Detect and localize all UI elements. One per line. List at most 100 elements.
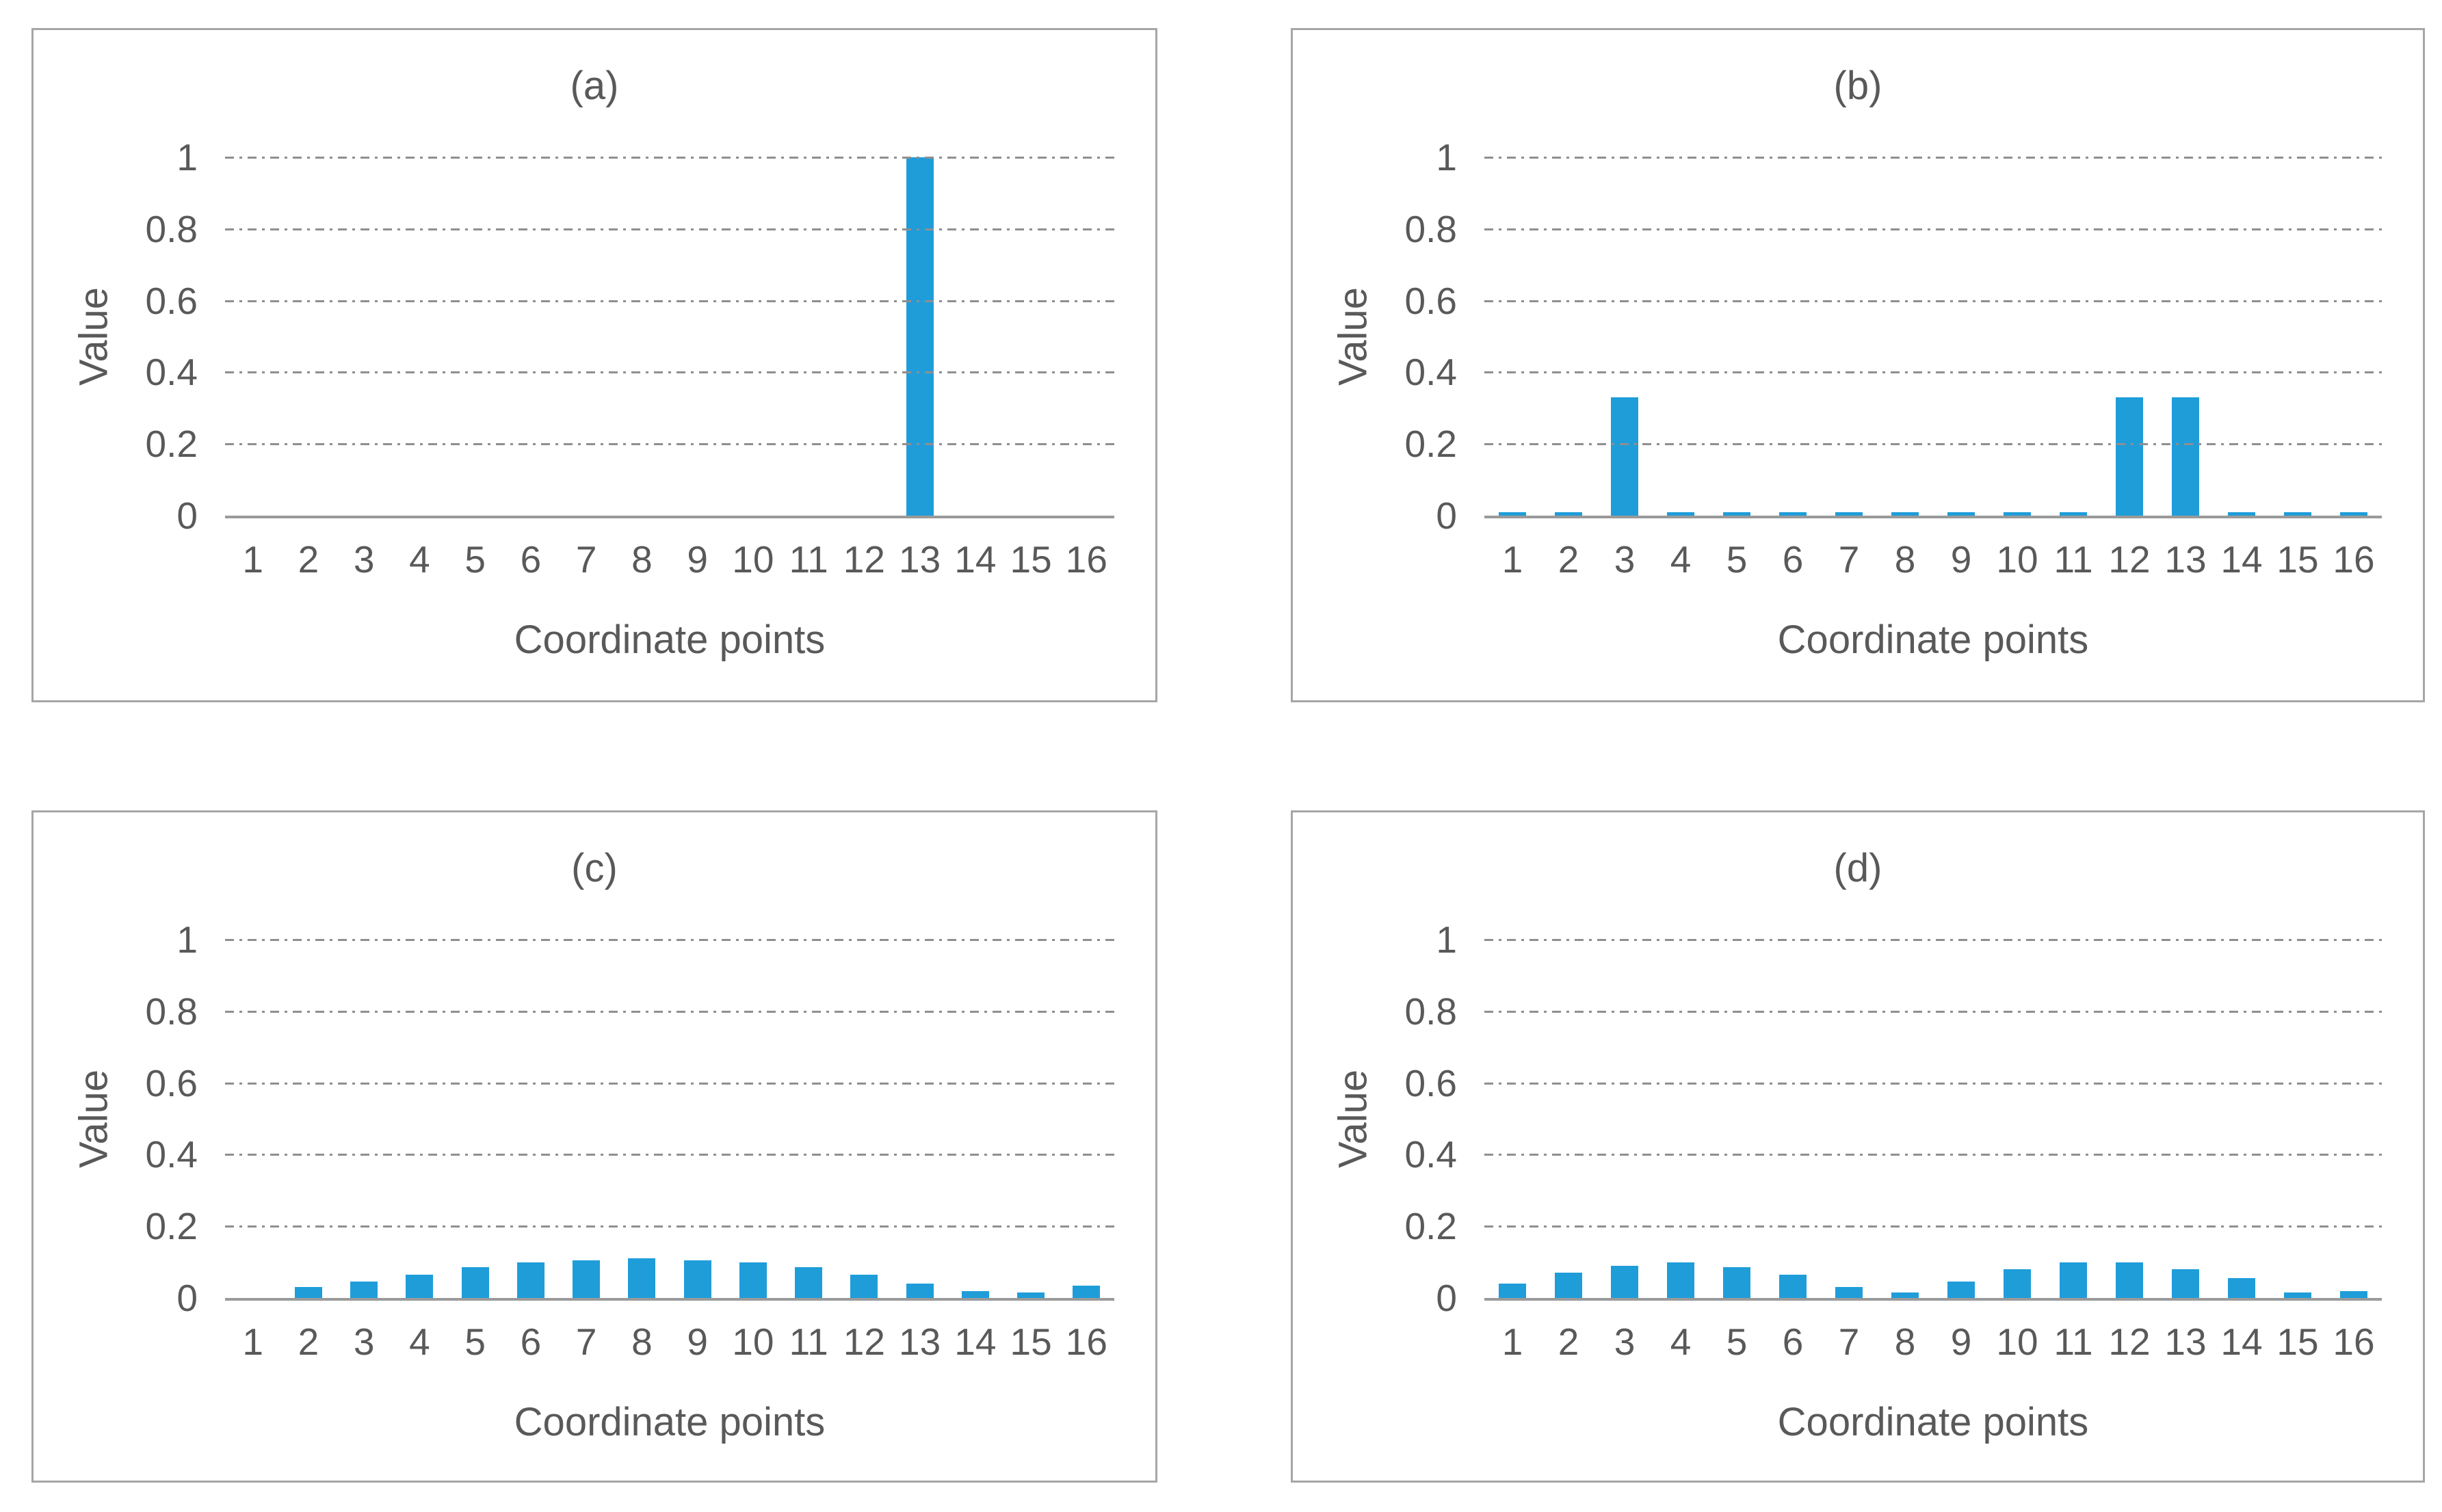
bar-x10 bbox=[739, 1262, 767, 1298]
x-tick-label: 2 bbox=[298, 1321, 319, 1363]
bar-slot bbox=[280, 157, 336, 516]
x-tick-label: 9 bbox=[1950, 1321, 1972, 1363]
bar-slot bbox=[1709, 157, 1765, 516]
plot-area bbox=[1484, 939, 2382, 1301]
gridline-y-1 bbox=[1484, 157, 2382, 159]
x-tick-label: 11 bbox=[2053, 538, 2093, 581]
y-tick-label: 1 bbox=[176, 918, 198, 961]
bar-x16 bbox=[2340, 512, 2367, 516]
x-tick-label: 10 bbox=[1996, 538, 2038, 581]
y-tick-label: 1 bbox=[1436, 136, 1457, 178]
gridline-y-0.6 bbox=[225, 300, 1114, 302]
bar-x3 bbox=[1611, 397, 1638, 516]
bar-slot bbox=[337, 157, 392, 516]
y-tick-label: 0.8 bbox=[1404, 990, 1457, 1033]
x-tick-label: 7 bbox=[1838, 1321, 1860, 1363]
x-tick-label: 6 bbox=[1782, 538, 1804, 581]
bar-x15 bbox=[2284, 1292, 2311, 1298]
gridline-y-1 bbox=[225, 939, 1114, 941]
bar-x13 bbox=[2172, 1269, 2199, 1298]
bar-x16 bbox=[1073, 1286, 1101, 1298]
y-tick-label: 1 bbox=[1436, 918, 1457, 961]
bar-x3 bbox=[350, 1282, 378, 1298]
bar-slot bbox=[1653, 940, 1709, 1298]
gridline-y-0.6 bbox=[1484, 300, 2382, 302]
bar-x14 bbox=[961, 1291, 989, 1298]
bar-slot bbox=[1877, 157, 1933, 516]
bar-x11 bbox=[795, 1267, 823, 1298]
x-tick-label: 2 bbox=[1558, 538, 1579, 581]
x-tick-label: 14 bbox=[954, 1321, 997, 1363]
gridline-y-0.6 bbox=[225, 1082, 1114, 1085]
bar-slot bbox=[2214, 157, 2270, 516]
x-tick-label: 15 bbox=[1010, 1321, 1052, 1363]
x-tick-label: 1 bbox=[242, 538, 263, 581]
bar-slot bbox=[837, 940, 892, 1298]
bar-x8 bbox=[1891, 512, 1919, 516]
bar-x6 bbox=[516, 1262, 544, 1298]
chart-title: (b) bbox=[1833, 64, 1882, 108]
bar-slot bbox=[1877, 940, 1933, 1298]
bar-slot bbox=[392, 157, 447, 516]
bar-slot bbox=[1821, 157, 1877, 516]
x-tick-label: 13 bbox=[899, 538, 941, 581]
bar-x10 bbox=[2004, 1269, 2031, 1298]
bar-x12 bbox=[850, 1275, 878, 1298]
bar-x11 bbox=[2060, 512, 2087, 516]
bar-slot bbox=[559, 940, 614, 1298]
bar-slot bbox=[670, 157, 725, 516]
bar-slot bbox=[2326, 157, 2382, 516]
x-tick-label: 2 bbox=[298, 538, 319, 581]
gridline-y-0.4 bbox=[1484, 371, 2382, 374]
x-tick-label: 15 bbox=[2276, 538, 2319, 581]
y-tick-label: 0 bbox=[1436, 494, 1457, 537]
bar-slot bbox=[1765, 157, 1821, 516]
bar-slot bbox=[337, 940, 392, 1298]
x-tick-label: 12 bbox=[843, 538, 885, 581]
x-tick-label: 7 bbox=[575, 1321, 597, 1363]
bars-container bbox=[225, 940, 1114, 1298]
x-tick-label: 12 bbox=[2108, 1321, 2151, 1363]
chart-title: (c) bbox=[571, 846, 618, 890]
x-tick-label: 11 bbox=[2053, 1321, 2093, 1363]
y-tick-label: 0.8 bbox=[1404, 207, 1457, 250]
plot-area bbox=[1484, 157, 2382, 518]
chart-panel-c: (c) Value 1 2 3 4 5 6 7 8 9 10 11 12 13 14 15 16 Coordi… bbox=[31, 810, 1157, 1483]
bar-slot bbox=[2270, 157, 2326, 516]
bar-x13 bbox=[906, 157, 934, 516]
bar-slot bbox=[225, 157, 280, 516]
bar-x14 bbox=[2228, 1278, 2255, 1298]
bar-slot bbox=[725, 940, 780, 1298]
gridline-y-0.8 bbox=[225, 1010, 1114, 1013]
gridline-y-0.8 bbox=[1484, 1010, 2382, 1013]
bar-slot bbox=[2101, 157, 2157, 516]
x-tick-label: 15 bbox=[2276, 1321, 2319, 1363]
bar-slot bbox=[1597, 157, 1653, 516]
x-tick-label: 11 bbox=[789, 538, 828, 581]
y-tick-label: 0.2 bbox=[1404, 1205, 1457, 1248]
y-tick-label: 0 bbox=[176, 1277, 198, 1319]
plot-area bbox=[225, 157, 1114, 518]
y-tick-label: 0.2 bbox=[145, 423, 198, 466]
y-tick-label: 0.4 bbox=[1404, 351, 1457, 394]
bar-slot bbox=[1540, 157, 1597, 516]
x-tick-label: 16 bbox=[2333, 1321, 2375, 1363]
y-tick-label: 0.4 bbox=[145, 1133, 198, 1176]
x-tick-label: 10 bbox=[732, 538, 774, 581]
bar-slot bbox=[280, 940, 336, 1298]
x-axis-title: Coordinate points bbox=[514, 1400, 826, 1444]
bar-slot bbox=[1989, 157, 2045, 516]
y-tick-label: 0.6 bbox=[145, 279, 198, 322]
bar-x5 bbox=[1723, 1267, 1750, 1298]
x-tick-label: 5 bbox=[1726, 538, 1748, 581]
x-tick-label: 9 bbox=[687, 538, 708, 581]
chart-title: (a) bbox=[570, 64, 619, 108]
bar-slot bbox=[837, 157, 892, 516]
bar-x13 bbox=[906, 1284, 934, 1298]
x-tick-label: 14 bbox=[2220, 1321, 2263, 1363]
x-tick-label: 5 bbox=[464, 1321, 486, 1363]
bar-x1 bbox=[1499, 512, 1526, 516]
x-tick-label: 6 bbox=[520, 538, 542, 581]
x-tick-label: 1 bbox=[242, 1321, 263, 1363]
